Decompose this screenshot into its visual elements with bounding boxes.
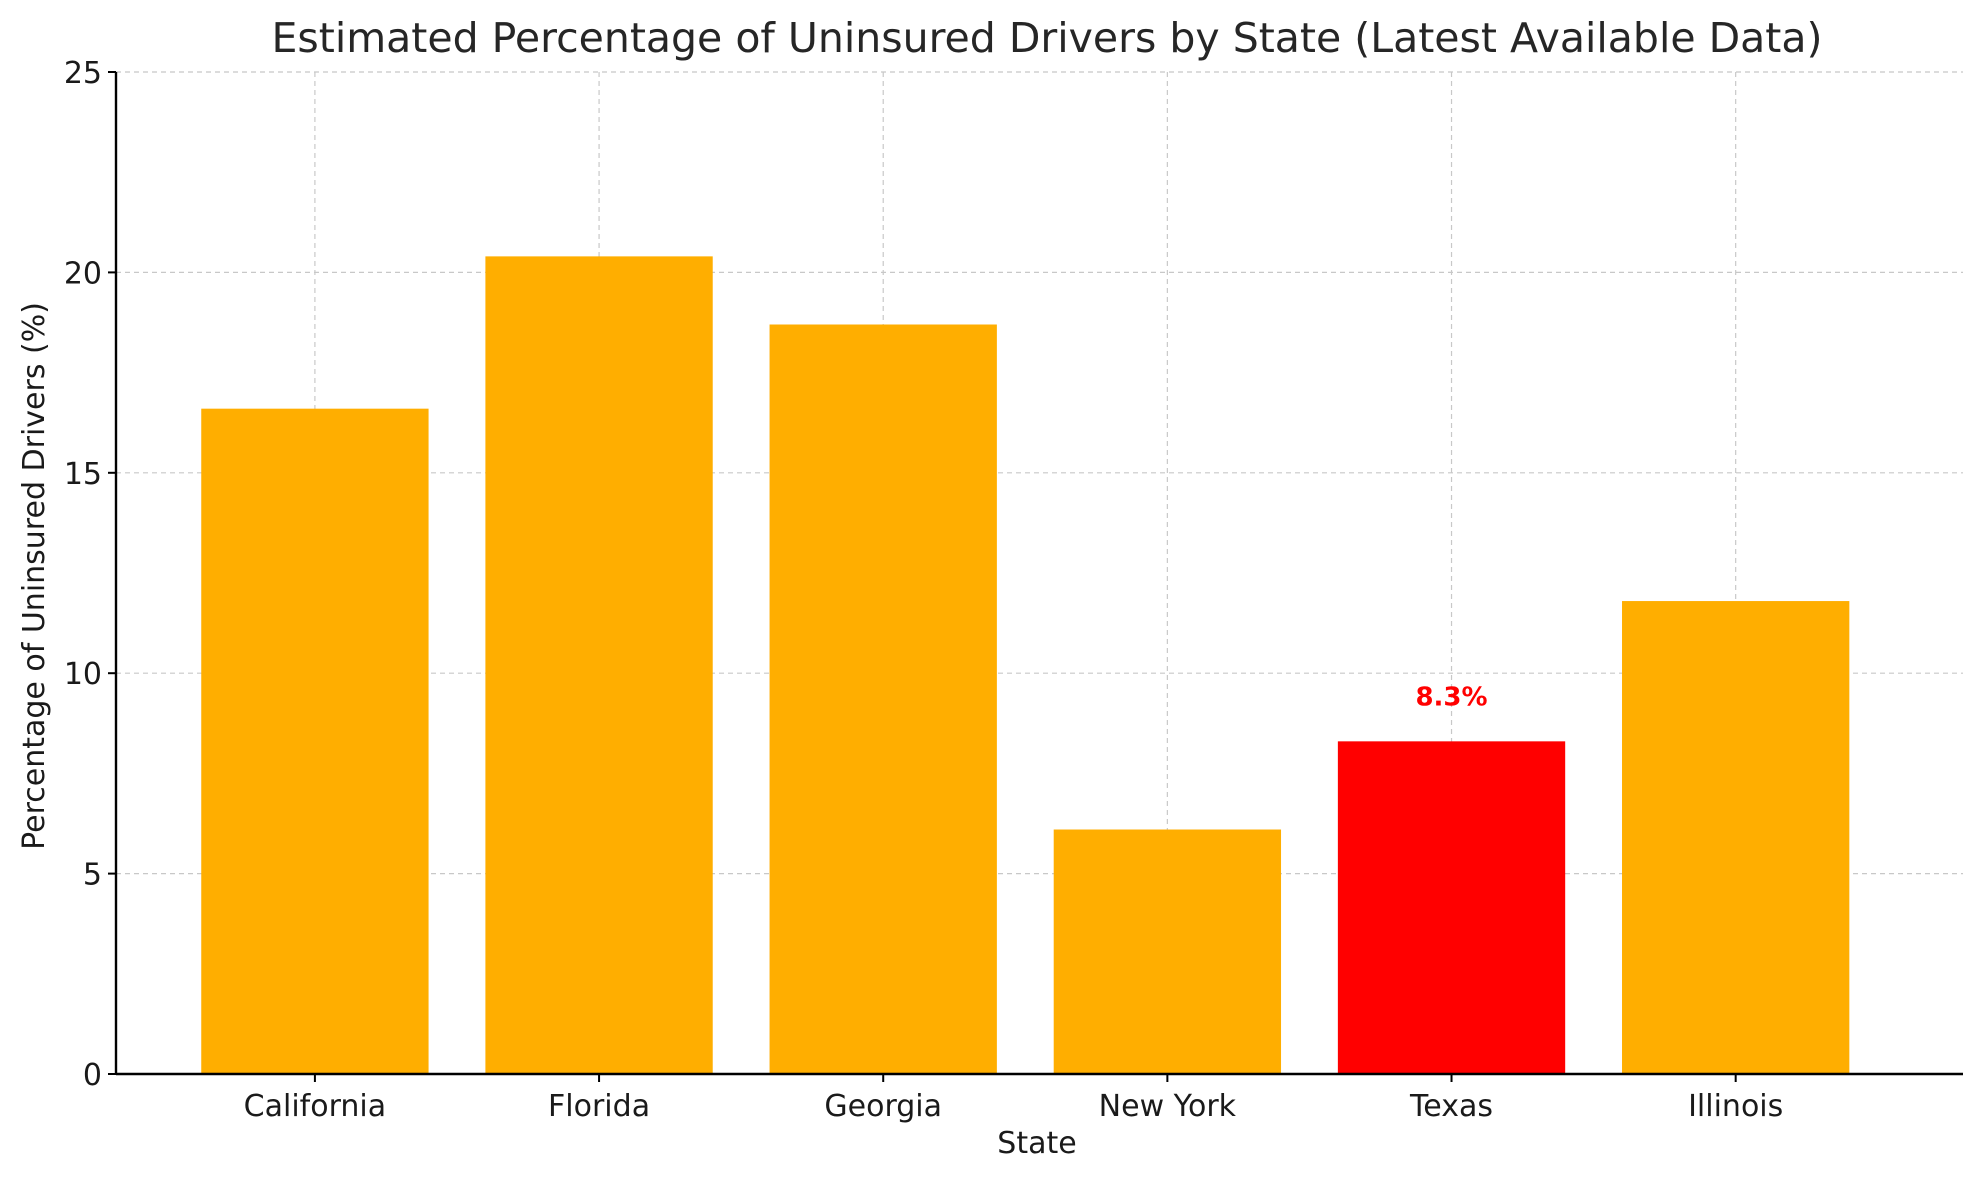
x-tick-label: Georgia (824, 1089, 942, 1124)
axes (108, 71, 1963, 1082)
chart-title: Estimated Percentage of Uninsured Driver… (271, 14, 1822, 62)
bar-georgia (769, 324, 997, 1074)
y-tick-label: 15 (64, 457, 102, 492)
y-tick-label: 5 (83, 858, 102, 893)
bar-california (201, 408, 429, 1074)
x-tick-label: California (244, 1089, 386, 1124)
bar-illinois (1622, 601, 1850, 1074)
y-tick-label: 20 (64, 256, 102, 291)
y-axis-title: Percentage of Uninsured Drivers (%) (17, 302, 52, 850)
x-axis-title: State (997, 1126, 1076, 1161)
bars (201, 256, 1850, 1074)
bar-new-york (1053, 829, 1282, 1074)
x-tick-label: Texas (1409, 1089, 1493, 1124)
x-tick-label: Illinois (1688, 1089, 1783, 1124)
y-tick-label: 10 (64, 657, 102, 692)
x-tick-label: Florida (548, 1089, 650, 1124)
data-label-texas: 8.3% (1415, 682, 1487, 712)
labels: 0 5 10 15 20 25 California Florida Georgia New Yo… (64, 56, 1783, 1124)
y-tick-label: 25 (64, 56, 102, 91)
x-tick-label: New York (1099, 1089, 1237, 1124)
y-tick-label: 0 (83, 1058, 102, 1093)
bar-florida (485, 256, 713, 1074)
bar-texas (1337, 741, 1566, 1074)
